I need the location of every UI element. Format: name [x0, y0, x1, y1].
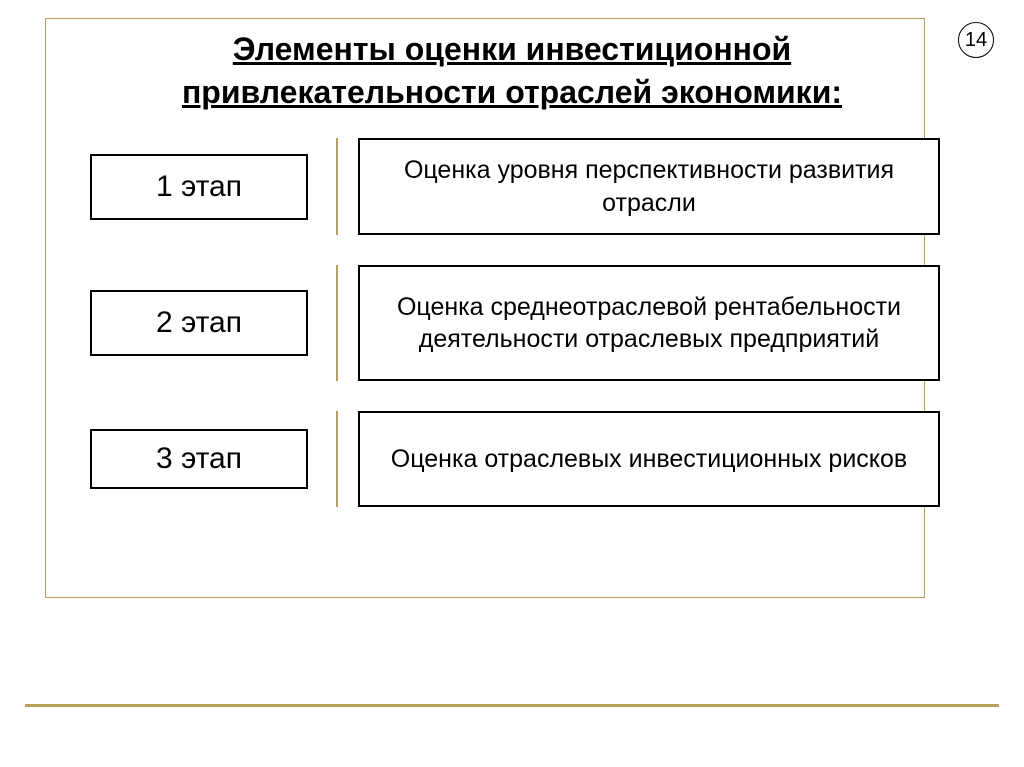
slide-title: Элементы оценки инвестиционной привлекат…	[0, 28, 1024, 114]
stage-label: 3 этап	[156, 442, 242, 476]
bottom-accent-rule	[25, 704, 999, 707]
stages-container: 1 этап Оценка уровня перспективности раз…	[90, 138, 940, 537]
vertical-divider	[336, 411, 338, 507]
stage-label-box: 2 этап	[90, 290, 308, 356]
stage-label: 2 этап	[156, 306, 242, 340]
vertical-divider	[336, 265, 338, 381]
stage-desc: Оценка уровня перспективности развития о…	[378, 154, 920, 219]
stage-desc-box: Оценка уровня перспективности развития о…	[358, 138, 940, 235]
title-line-1: Элементы оценки инвестиционной	[233, 31, 791, 67]
stage-row: 3 этап Оценка отраслевых инвестиционных …	[90, 411, 940, 507]
stage-desc: Оценка среднеотраслевой рентабельности д…	[378, 291, 920, 356]
stage-label-box: 3 этап	[90, 429, 308, 489]
vertical-divider	[336, 138, 338, 235]
title-line-2: привлекательности отраслей экономики:	[182, 74, 842, 110]
stage-row: 2 этап Оценка среднеотраслевой рентабель…	[90, 265, 940, 381]
stage-desc-box: Оценка отраслевых инвестиционных рисков	[358, 411, 940, 507]
stage-desc: Оценка отраслевых инвестиционных рисков	[391, 443, 907, 476]
stage-desc-box: Оценка среднеотраслевой рентабельности д…	[358, 265, 940, 381]
stage-label-box: 1 этап	[90, 154, 308, 220]
stage-label: 1 этап	[156, 170, 242, 204]
stage-row: 1 этап Оценка уровня перспективности раз…	[90, 138, 940, 235]
